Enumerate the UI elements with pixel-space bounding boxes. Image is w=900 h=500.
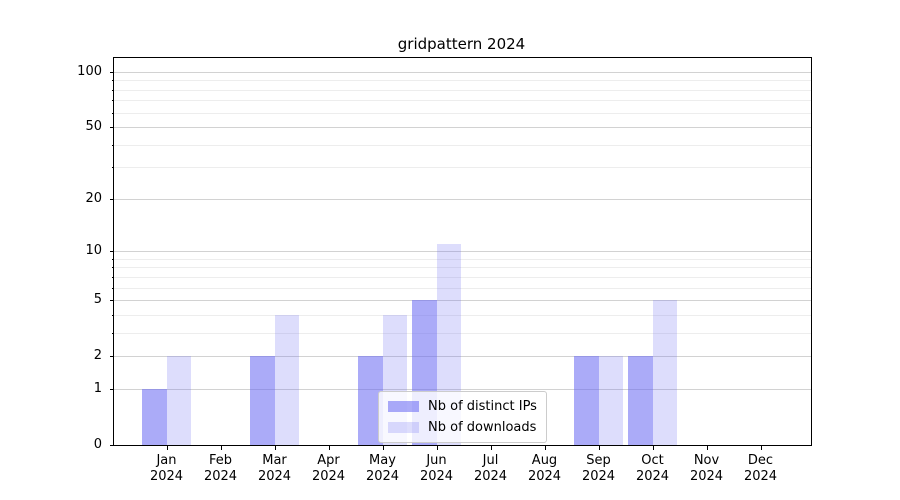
x-tick [220, 446, 222, 450]
x-tick-label: Sep 2024 [581, 453, 616, 484]
y-gridline-minor [114, 80, 811, 82]
x-tick [166, 446, 168, 450]
chart-title: gridpattern 2024 [397, 35, 526, 53]
x-tick [328, 446, 330, 450]
y-gridline-minor [114, 332, 811, 334]
y-gridline-major [114, 127, 811, 129]
y-tick-label: 50 [85, 119, 102, 135]
legend-label: Nb of distinct IPs [428, 399, 537, 414]
y-tick-minor [112, 80, 114, 82]
bar-distinct-ips [628, 356, 653, 445]
y-tick-minor [112, 314, 114, 316]
y-gridline-minor [114, 287, 811, 289]
y-tick-label: 100 [77, 63, 102, 79]
x-tick-label: Jul 2024 [473, 453, 508, 484]
x-tick [652, 446, 654, 450]
y-tick-label: 20 [85, 190, 102, 206]
y-tick-major [110, 71, 114, 73]
bar-downloads [598, 356, 623, 445]
y-tick-minor [112, 167, 114, 169]
y-gridline-minor [114, 144, 811, 146]
y-tick-label: 10 [85, 243, 102, 259]
y-tick-major [110, 389, 114, 390]
x-tick [274, 446, 276, 450]
y-tick-minor [112, 332, 114, 334]
y-gridline-major [114, 356, 811, 358]
bar-distinct-ips [574, 356, 599, 445]
legend-label: Nb of downloads [428, 420, 537, 435]
x-tick [544, 446, 546, 450]
plot-area: 0 1 2 5 10 20 50 100 Jan 2024 Feb 2024 Mar 2024 Apr… [77, 57, 812, 484]
x-tick [382, 446, 384, 450]
y-tick-minor [112, 276, 114, 278]
y-gridline-major [114, 300, 811, 302]
y-gridline-minor [114, 167, 811, 169]
y-tick-major [110, 445, 114, 446]
y-tick-major [110, 356, 114, 358]
y-tick-minor [112, 112, 114, 114]
x-tick [490, 446, 492, 450]
y-tick-minor [112, 258, 114, 260]
y-gridline-minor [114, 112, 811, 114]
bar-downloads [652, 300, 677, 445]
legend-row: Nb of distinct IPs [388, 398, 537, 415]
bar-distinct-ips [250, 356, 275, 445]
y-gridline-minor [114, 100, 811, 102]
downloads-swatch-icon [388, 422, 419, 433]
y-tick-minor [112, 89, 114, 91]
y-tick-label: 0 [93, 437, 102, 452]
y-tick-label: 1 [93, 381, 102, 396]
y-gridline-major [114, 71, 811, 73]
y-tick-minor [112, 267, 114, 269]
y-tick-major [110, 300, 114, 302]
x-tick-label: May 2024 [365, 453, 400, 484]
y-tick-label: 2 [93, 348, 102, 364]
x-tick-label: Aug 2024 [527, 453, 562, 484]
x-tick [706, 446, 708, 450]
x-tick [436, 446, 438, 450]
bar-distinct-ips [142, 389, 167, 445]
x-tick-label: Feb 2024 [203, 453, 238, 484]
y-tick-major [110, 127, 114, 129]
x-tick-label: Dec 2024 [743, 453, 778, 484]
bar-downloads [166, 356, 191, 445]
y-tick-minor [112, 287, 114, 289]
y-tick-label: 5 [93, 292, 102, 308]
y-tick-major [110, 198, 114, 200]
y-gridline-minor [114, 276, 811, 278]
y-tick-major [110, 251, 114, 253]
y-gridline-major [114, 251, 811, 253]
x-tick [598, 446, 600, 450]
x-tick-label: Nov 2024 [689, 453, 724, 484]
y-gridline-minor [114, 89, 811, 91]
bar-downloads [274, 314, 299, 445]
x-tick-label: Mar 2024 [257, 453, 292, 484]
legend-row: Nb of downloads [388, 419, 537, 436]
x-tick-label: Jan 2024 [149, 453, 184, 484]
legend: Nb of distinct IPs Nb of downloads [378, 391, 547, 443]
y-gridline-major [114, 198, 811, 200]
y-gridline-minor [114, 314, 811, 316]
y-tick-minor [112, 100, 114, 102]
y-gridline-minor [114, 267, 811, 269]
x-tick-label: Oct 2024 [635, 453, 670, 484]
x-tick [760, 446, 762, 450]
y-gridline-major [114, 389, 811, 390]
x-tick-label: Apr 2024 [311, 453, 346, 484]
y-tick-minor [112, 144, 114, 146]
x-tick-label: Jun 2024 [419, 453, 454, 484]
y-gridline-minor [114, 258, 811, 260]
distinct-ips-swatch-icon [388, 401, 419, 412]
